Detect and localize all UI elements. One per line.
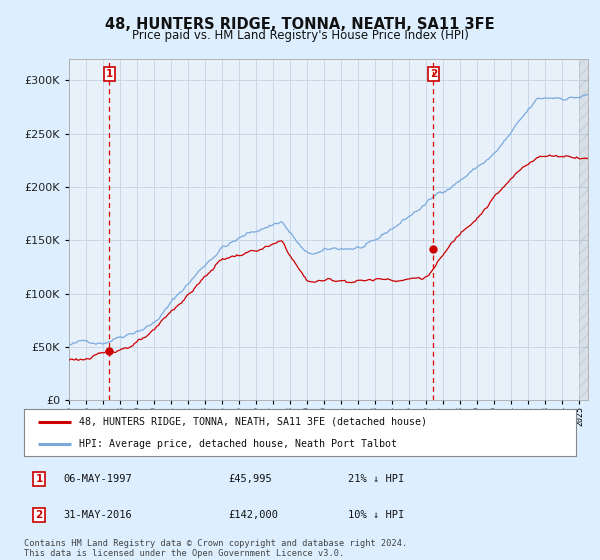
Text: 2: 2 bbox=[35, 510, 43, 520]
Text: 06-MAY-1997: 06-MAY-1997 bbox=[63, 474, 132, 484]
Text: Contains HM Land Registry data © Crown copyright and database right 2024.: Contains HM Land Registry data © Crown c… bbox=[24, 539, 407, 548]
Text: Price paid vs. HM Land Registry's House Price Index (HPI): Price paid vs. HM Land Registry's House … bbox=[131, 29, 469, 42]
Text: 21% ↓ HPI: 21% ↓ HPI bbox=[348, 474, 404, 484]
Text: £45,995: £45,995 bbox=[228, 474, 272, 484]
Text: 48, HUNTERS RIDGE, TONNA, NEATH, SA11 3FE (detached house): 48, HUNTERS RIDGE, TONNA, NEATH, SA11 3F… bbox=[79, 417, 427, 427]
Text: HPI: Average price, detached house, Neath Port Talbot: HPI: Average price, detached house, Neat… bbox=[79, 438, 397, 449]
Bar bbox=[580, 59, 588, 400]
Text: 48, HUNTERS RIDGE, TONNA, NEATH, SA11 3FE: 48, HUNTERS RIDGE, TONNA, NEATH, SA11 3F… bbox=[105, 17, 495, 32]
Text: 10% ↓ HPI: 10% ↓ HPI bbox=[348, 510, 404, 520]
Text: This data is licensed under the Open Government Licence v3.0.: This data is licensed under the Open Gov… bbox=[24, 549, 344, 558]
Text: 1: 1 bbox=[106, 69, 113, 79]
Text: 31-MAY-2016: 31-MAY-2016 bbox=[63, 510, 132, 520]
Text: £142,000: £142,000 bbox=[228, 510, 278, 520]
Text: 2: 2 bbox=[430, 69, 437, 79]
Text: 1: 1 bbox=[35, 474, 43, 484]
